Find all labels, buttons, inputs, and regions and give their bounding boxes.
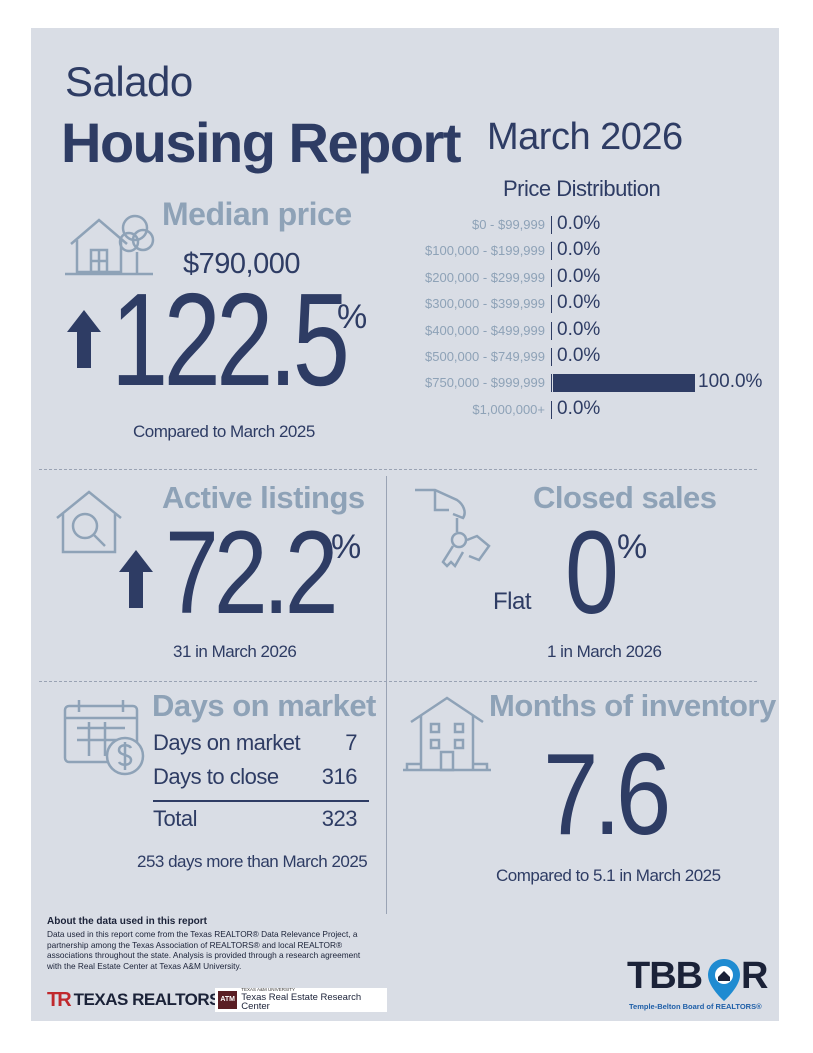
axis-tick xyxy=(551,400,552,419)
months-inventory-heading: Months of inventory xyxy=(489,688,776,723)
about-line: Data used in this report come from the T… xyxy=(47,929,358,939)
price-range-label: $500,000 - $749,999 xyxy=(425,349,545,364)
tamu-mark: ATM xyxy=(218,991,238,1009)
closed-sales-pct-sign: % xyxy=(617,528,648,566)
price-distribution-row: $400,000 - $499,999 0.0% xyxy=(403,318,763,344)
axis-tick xyxy=(551,295,552,314)
calendar-dollar-icon xyxy=(63,696,149,776)
price-distribution-bar xyxy=(553,374,695,393)
median-price-change: 122.5 xyxy=(111,266,350,413)
report-period: March 2026 xyxy=(487,116,683,158)
about-text: Data used in this report come from the T… xyxy=(47,929,387,971)
about-line: associations throughout the state. Analy… xyxy=(47,950,361,960)
days-on-market-row-value: 7 xyxy=(345,730,357,755)
active-listings-pct-sign: % xyxy=(331,528,362,566)
price-distribution-row: $300,000 - $399,999 0.0% xyxy=(403,291,763,317)
axis-tick xyxy=(551,374,552,393)
price-range-label: $0 - $99,999 xyxy=(471,217,545,232)
active-listings-detail: 31 in March 2026 xyxy=(173,642,297,661)
active-listings-change: 72.2 xyxy=(165,507,339,639)
price-distribution-heading: Price Distribution xyxy=(503,176,661,201)
price-distribution-chart: $0 - $99,999 0.0% $100,000 - $199,999 0.0% $… xyxy=(403,212,763,424)
price-distribution-value: 0.0% xyxy=(557,345,601,366)
divider xyxy=(39,469,757,470)
price-distribution-value: 0.0% xyxy=(557,397,601,419)
axis-tick xyxy=(551,242,552,261)
price-distribution-row: $500,000 - $749,999 0.0% xyxy=(403,344,763,370)
median-price-value: $790,000 xyxy=(183,248,300,280)
closed-sales-change: 0 xyxy=(565,507,619,639)
tamu-small-label: TEXAS A&M UNIVERSITY xyxy=(241,987,296,993)
months-inventory-compare: Compared to 5.1 in March 2025 xyxy=(496,866,721,885)
tbbor-pin-icon xyxy=(707,958,741,1007)
days-total-label: Total xyxy=(153,806,197,831)
days-on-market-row-label: Days on market xyxy=(153,730,301,755)
texas-realtors-mark: TR xyxy=(47,988,72,1011)
total-rule xyxy=(153,800,369,802)
texas-realtors-logo: TR TEXAS REALTORS xyxy=(47,988,221,1012)
axis-tick xyxy=(551,321,552,340)
tbbor-logo-left: TBB xyxy=(627,955,703,997)
closed-sales-heading: Closed sales xyxy=(533,480,717,515)
arrow-up-icon xyxy=(119,550,153,608)
price-range-label: $300,000 - $399,999 xyxy=(425,296,545,312)
tbbor-logo: TBB R xyxy=(627,955,773,1001)
about-line: partnership among the Texas Association … xyxy=(47,939,343,950)
arrow-up-icon xyxy=(67,310,101,368)
price-distribution-row: $200,000 - $299,999 0.0% xyxy=(403,265,763,291)
active-listings-heading: Active listings xyxy=(162,480,365,515)
closed-sales-detail: 1 in March 2026 xyxy=(547,642,662,661)
tbbor-logo-right: R xyxy=(741,955,769,997)
median-price-compare: Compared to March 2025 xyxy=(133,422,315,441)
median-price-heading: Median price xyxy=(162,196,352,232)
days-on-market-heading: Days on market xyxy=(152,688,376,723)
days-total-value: 323 xyxy=(321,806,358,831)
months-inventory-value: 7.6 xyxy=(543,729,671,859)
price-distribution-row: $750,000 - $999,999 100.0% xyxy=(403,370,763,396)
price-distribution-row: $100,000 - $199,999 0.0% xyxy=(403,238,763,264)
price-distribution-value: 0.0% xyxy=(557,213,601,234)
price-range-label: $400,000 - $499,999 xyxy=(425,322,545,338)
axis-tick xyxy=(551,268,552,287)
days-to-close-row-value: 316 xyxy=(321,764,358,789)
price-distribution-row: $0 - $99,999 0.0% xyxy=(403,212,763,238)
closed-sales-direction: Flat xyxy=(493,588,532,615)
days-to-close-row-label: Days to close xyxy=(153,764,279,789)
median-price-pct-sign: % xyxy=(337,298,368,336)
price-distribution-value: 0.0% xyxy=(557,239,601,261)
tamu-research-center-logo: ATM TEXAS A&M UNIVERSITY Texas Real Esta… xyxy=(215,988,387,1012)
price-range-label: $200,000 - $299,999 xyxy=(425,269,545,285)
axis-tick xyxy=(551,348,552,366)
house-with-tree-icon xyxy=(61,204,157,276)
divider xyxy=(39,681,757,682)
price-range-label: $750,000 - $999,999 xyxy=(425,375,545,391)
price-distribution-value: 0.0% xyxy=(557,265,601,287)
about-heading: About the data used in this report xyxy=(47,916,208,927)
city-name: Salado xyxy=(65,58,193,105)
days-on-market-compare: 253 days more than March 2025 xyxy=(137,852,368,871)
tbbor-subtitle: Temple-Belton Board of REALTORS® xyxy=(629,1002,762,1011)
hand-keys-icon xyxy=(413,486,495,576)
price-distribution-value: 100.0% xyxy=(698,371,763,393)
about-line: with the Real Estate Center at Texas A&M… xyxy=(47,960,242,971)
house-magnifier-icon xyxy=(53,486,125,558)
price-range-label: $1,000,000+ xyxy=(472,401,545,417)
apartment-building-icon xyxy=(401,694,493,774)
report-card: Salado Housing Report March 2026 Median … xyxy=(31,28,779,1021)
texas-realtors-wordmark: TEXAS REALTORS xyxy=(73,990,221,1009)
divider xyxy=(386,476,387,914)
page-title: Housing Report xyxy=(61,111,461,174)
price-distribution-value: 0.0% xyxy=(557,292,601,314)
tamu-center-label: Texas Real Estate Research Center xyxy=(241,991,362,1013)
price-distribution-row: $1,000,000+ 0.0% xyxy=(403,397,763,423)
price-distribution-value: 0.0% xyxy=(557,318,601,340)
axis-tick xyxy=(551,216,552,234)
price-range-label: $100,000 - $199,999 xyxy=(425,243,545,259)
